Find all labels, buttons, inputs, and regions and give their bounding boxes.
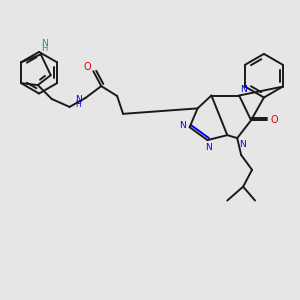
Text: N: N (41, 38, 48, 47)
Text: N: N (239, 140, 245, 148)
Text: O: O (84, 62, 91, 72)
Text: O: O (270, 115, 278, 125)
Text: H: H (41, 44, 47, 53)
Text: N: N (75, 95, 82, 104)
Text: N: N (240, 85, 247, 94)
Text: H: H (76, 100, 82, 109)
Text: N: N (179, 121, 186, 130)
Text: N: N (205, 142, 212, 152)
